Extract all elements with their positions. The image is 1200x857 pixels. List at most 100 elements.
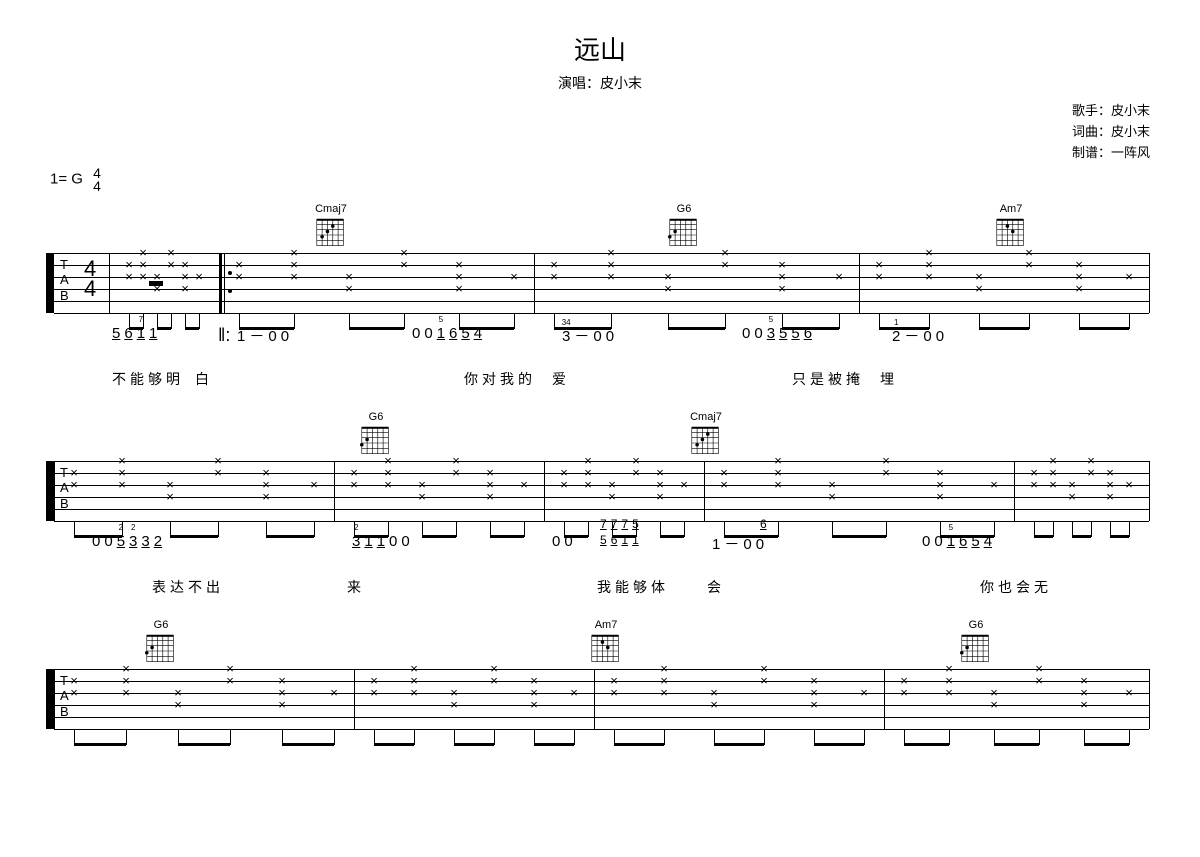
note-x: × xyxy=(710,697,718,712)
note-x: × xyxy=(174,697,182,712)
note-x: × xyxy=(550,269,558,284)
number-note: 5 xyxy=(461,325,469,342)
number-note: 0 xyxy=(754,325,762,342)
note-x: × xyxy=(530,697,538,712)
note-x: × xyxy=(1075,281,1083,296)
note-x: × xyxy=(1025,257,1033,272)
number-line xyxy=(50,741,1150,781)
key-signature: 1= G 4 4 xyxy=(50,167,1150,192)
note-x: × xyxy=(990,697,998,712)
note-x: × xyxy=(660,685,668,700)
chord-name: G6 xyxy=(360,411,392,423)
tab-staff: TAB44×××××××××××××××××××××××××××××××××××… xyxy=(54,253,1149,313)
note-x: × xyxy=(607,269,615,284)
note-x: × xyxy=(510,269,518,284)
number-note: 1 xyxy=(377,533,385,550)
tab-time-sig: 44 xyxy=(84,259,96,301)
note-x: × xyxy=(774,477,782,492)
number-note: 6 xyxy=(124,325,132,342)
number-note: 4 xyxy=(984,533,992,550)
number-note: 0 xyxy=(606,328,614,345)
note-x: × xyxy=(122,685,130,700)
chord-diagram: G6 xyxy=(960,619,992,669)
note-x: × xyxy=(584,477,592,492)
note-x: × xyxy=(900,685,908,700)
number-note: 0 xyxy=(564,533,572,550)
number-top2: 5611 xyxy=(598,533,641,547)
number-line: 0025233223110000777556111－0060051654 xyxy=(50,533,1150,573)
note-x: × xyxy=(975,281,983,296)
note-x: × xyxy=(345,281,353,296)
number-group: 0051654 xyxy=(410,325,484,342)
note-x: × xyxy=(290,269,298,284)
number-note: 23 xyxy=(352,533,360,550)
note-x: × xyxy=(330,685,338,700)
note-x: × xyxy=(452,465,460,480)
lyric-line: 表达不出来我能够体会你也会无 xyxy=(50,577,1150,597)
number-note: 0 xyxy=(424,325,432,342)
chord-row: Cmaj7 G6 Am7 xyxy=(50,203,1150,253)
note-x: × xyxy=(70,685,78,700)
chord-diagram: G6 xyxy=(145,619,177,669)
chord-name: G6 xyxy=(668,203,700,215)
note-x: × xyxy=(875,269,883,284)
lyric-line: 不能够明白你对我的爱只是被掩埋 xyxy=(50,369,1150,389)
note-x: × xyxy=(70,477,78,492)
note-x: × xyxy=(1030,477,1038,492)
number-group: 1－00 xyxy=(235,325,291,346)
tab-name: 一阵风 xyxy=(1111,145,1150,160)
number-note: 0 xyxy=(281,328,289,345)
song-title: 远山 xyxy=(50,30,1150,67)
number-note: 23 xyxy=(129,533,137,550)
lyrics-label: 词曲： xyxy=(1072,124,1111,139)
number-note: 0 xyxy=(593,328,601,345)
number-note: 5 xyxy=(112,325,120,342)
number-note: 0 xyxy=(742,325,750,342)
number-group: 0051654 xyxy=(920,533,994,550)
chord-name: G6 xyxy=(960,619,992,631)
number-note: 53 xyxy=(767,325,775,342)
number-group: 0053556 xyxy=(740,325,814,342)
note-x: × xyxy=(860,685,868,700)
note-x: × xyxy=(936,489,944,504)
note-x: × xyxy=(153,281,161,296)
tab-staff-wrap: TAB×××××××××××××××××××××××××××××××××××××… xyxy=(50,461,1149,521)
note-x: × xyxy=(370,685,378,700)
number-note: 0 xyxy=(268,328,276,345)
system: Cmaj7 G6 Am7 TAB44××××××××××××××××××××××… xyxy=(50,203,1150,393)
note-x: × xyxy=(278,697,286,712)
note-x: × xyxy=(1068,489,1076,504)
note-x: × xyxy=(350,477,358,492)
note-x: × xyxy=(720,477,728,492)
tsig-den: 4 xyxy=(93,180,101,193)
tab-staff: TAB×××××××××××××××××××××××××××××××××××××… xyxy=(54,461,1149,521)
note-x: × xyxy=(166,489,174,504)
number-note: 3 xyxy=(141,533,149,550)
number-note: 0 xyxy=(756,536,764,553)
tab-staff-wrap: TAB44×××××××××××××××××××××××××××××××××××… xyxy=(50,253,1149,313)
number-note: － xyxy=(249,325,264,346)
note-x: × xyxy=(118,477,126,492)
number-note: 51 xyxy=(437,325,445,342)
note-x: × xyxy=(1080,697,1088,712)
number-note: 6 xyxy=(449,325,457,342)
subtitle-prefix: 演唱： xyxy=(558,75,600,91)
number-note: 12 xyxy=(892,328,900,345)
lyric-segment: 会 xyxy=(705,577,723,597)
tab-staff: TAB×××××××××××××××××××××××××××××××××××××… xyxy=(54,669,1149,729)
note-x: × xyxy=(810,697,818,712)
note-x: × xyxy=(490,673,498,688)
number-note: 0 xyxy=(401,533,409,550)
number-note: － xyxy=(724,533,739,554)
chord-name: Cmaj7 xyxy=(315,203,347,215)
note-x: × xyxy=(760,673,768,688)
chord-diagram: Cmaj7 xyxy=(315,203,347,253)
number-note: － xyxy=(574,325,589,346)
tab-label: 制谱： xyxy=(1072,145,1111,160)
number-group: 231100 xyxy=(350,533,412,550)
lyric-segment: 来 xyxy=(345,577,363,597)
number-note: 71 xyxy=(137,325,145,342)
note-x: × xyxy=(1125,269,1133,284)
chord-diagram: G6 xyxy=(668,203,700,253)
number-note: 4 xyxy=(474,325,482,342)
